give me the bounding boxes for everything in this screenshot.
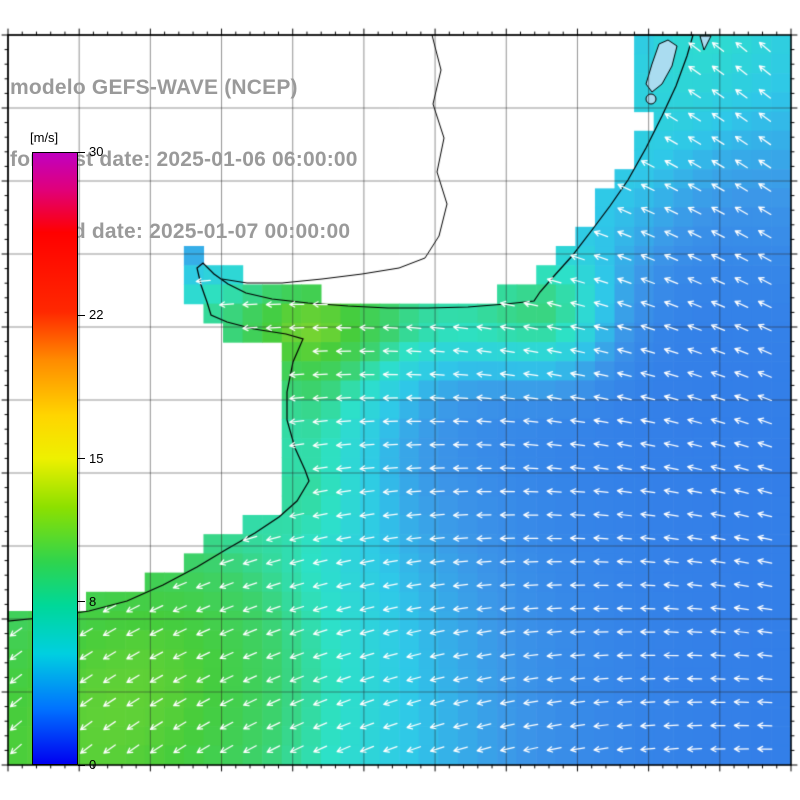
chart-header: modelo GEFS-WAVE (NCEP) forecast date: 2…	[10, 28, 358, 292]
colorbar-tick-mark	[78, 151, 85, 153]
colorbar-tick-mark	[78, 601, 85, 602]
colorbar-tick-label: 0	[89, 757, 97, 772]
model-title: modelo GEFS-WAVE (NCEP)	[10, 76, 298, 99]
colorbar-tick-mark	[78, 314, 85, 316]
colorbar-tick-label: 8	[89, 593, 97, 609]
colorbar-tick-label: 30	[89, 144, 104, 159]
colorbar-unit-label: [m/s]	[30, 130, 59, 145]
colorbar: [m/s] 30 22 15 8 0	[30, 130, 132, 796]
colorbar-gradient	[32, 152, 78, 765]
colorbar-tick-mark	[78, 764, 85, 766]
forecast-date-line: forecast date: 2025-01-06 06:00:00	[10, 148, 358, 171]
colorbar-tick-label: 15	[89, 450, 104, 466]
colorbar-tick-mark	[78, 458, 85, 459]
colorbar-tick-label: 22	[89, 307, 104, 323]
